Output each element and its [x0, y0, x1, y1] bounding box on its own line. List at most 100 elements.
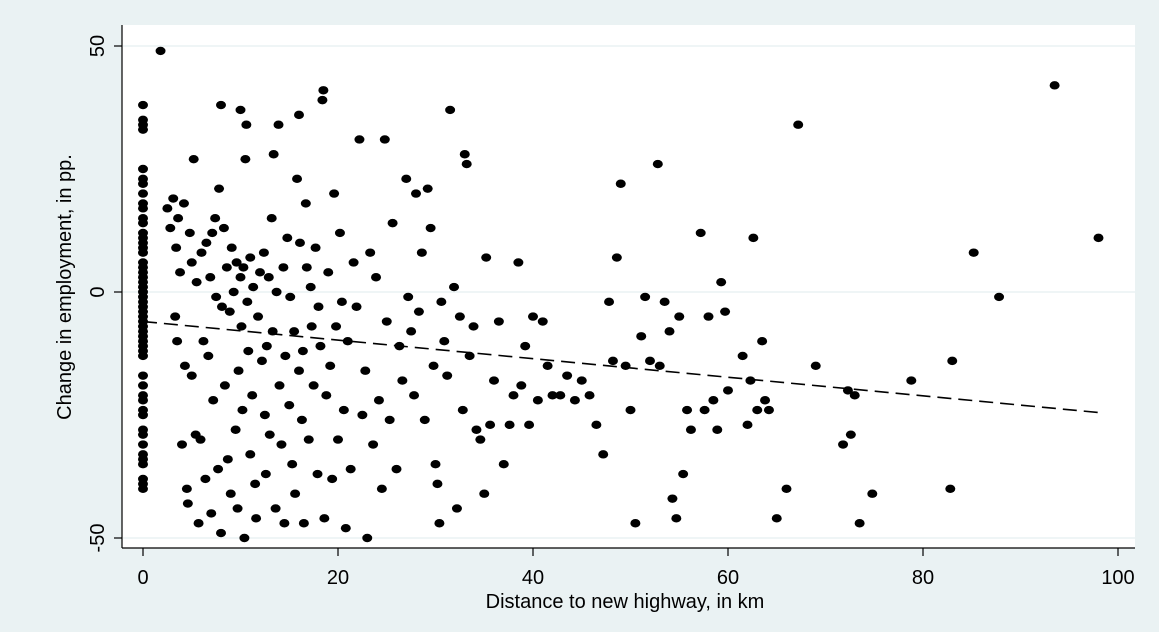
data-point: [652, 159, 663, 169]
data-point: [524, 420, 535, 430]
data-point: [373, 396, 384, 405]
data-point: [381, 317, 392, 326]
data-point: [493, 317, 504, 326]
data-point: [213, 464, 224, 474]
data-point: [771, 514, 782, 523]
data-point: [849, 391, 860, 400]
x-tick-label: 20: [327, 567, 349, 589]
data-point: [947, 356, 958, 366]
data-point: [451, 504, 462, 513]
data-point: [270, 504, 281, 513]
data-point: [216, 302, 227, 311]
data-point: [280, 351, 291, 361]
data-point: [516, 381, 527, 390]
data-point: [333, 435, 343, 444]
data-point: [498, 460, 509, 469]
fit-line: [142, 320, 1099, 414]
data-point: [354, 135, 365, 144]
data-point: [298, 519, 309, 528]
y-tick-label: -50: [87, 524, 109, 553]
data-point: [439, 337, 450, 346]
data-point: [273, 120, 284, 129]
data-point: [256, 356, 267, 366]
data-point: [340, 523, 351, 533]
data-point: [562, 371, 573, 380]
data-point: [945, 484, 956, 493]
data-point: [222, 455, 233, 464]
data-point: [182, 499, 193, 508]
data-point: [138, 179, 148, 188]
data-point: [206, 509, 217, 518]
data-point: [303, 435, 314, 444]
data-point: [376, 484, 387, 493]
data-point: [401, 174, 412, 184]
data-point: [247, 391, 258, 400]
data-point: [214, 184, 225, 193]
data-point: [259, 410, 270, 420]
data-point: [250, 479, 261, 489]
data-point: [210, 214, 221, 223]
data-point: [186, 258, 197, 267]
data-point: [695, 228, 706, 238]
data-point: [685, 425, 696, 434]
data-point: [845, 430, 856, 439]
data-point: [360, 366, 371, 375]
data-point: [678, 469, 689, 479]
data-point: [318, 86, 329, 95]
data-point: [425, 223, 436, 233]
data-point: [195, 435, 206, 444]
data-point: [138, 460, 148, 469]
data-point: [459, 150, 470, 159]
data-point: [271, 287, 282, 297]
data-point: [620, 361, 631, 370]
data-point: [216, 528, 226, 538]
data-point: [591, 420, 602, 430]
data-point: [327, 474, 338, 484]
data-point: [336, 297, 347, 307]
data-point: [193, 519, 204, 528]
data-point: [200, 474, 211, 484]
scatter-points: [138, 46, 1104, 543]
data-point: [432, 479, 443, 489]
data-point: [231, 258, 242, 267]
data-point: [230, 425, 241, 434]
data-point: [461, 159, 472, 169]
data-point: [170, 312, 181, 321]
data-point: [260, 469, 271, 479]
x-tick-label: 60: [717, 567, 739, 589]
data-point: [1093, 233, 1104, 243]
data-point: [682, 405, 693, 415]
data-point: [155, 46, 166, 56]
data-point: [413, 307, 424, 316]
data-point: [264, 430, 275, 439]
data-point: [138, 164, 148, 174]
data-point: [310, 243, 321, 252]
data-point: [475, 435, 486, 444]
data-point: [752, 405, 763, 415]
data-point: [205, 273, 216, 282]
data-point: [489, 376, 499, 385]
data-point: [428, 361, 439, 370]
data-point: [742, 420, 753, 430]
data-point: [285, 292, 296, 302]
data-point: [294, 366, 304, 375]
data-point: [636, 332, 647, 341]
data-point: [430, 460, 441, 469]
data-point: [172, 337, 183, 346]
x-tick-label: 100: [1101, 567, 1134, 589]
data-point: [357, 410, 368, 420]
y-tick-label: 50: [87, 35, 109, 57]
data-point: [745, 376, 756, 385]
data-point: [906, 376, 917, 385]
x-tick-label: 40: [522, 567, 544, 589]
data-point: [547, 391, 558, 400]
data-point: [315, 341, 326, 351]
data-point: [138, 381, 148, 390]
y-axis-label: Change in employment, in pp.: [54, 154, 76, 420]
data-point: [224, 307, 235, 316]
data-point: [208, 396, 219, 405]
data-point: [576, 376, 587, 385]
data-point: [479, 489, 490, 498]
data-point: [138, 484, 148, 493]
data-point: [168, 194, 179, 203]
